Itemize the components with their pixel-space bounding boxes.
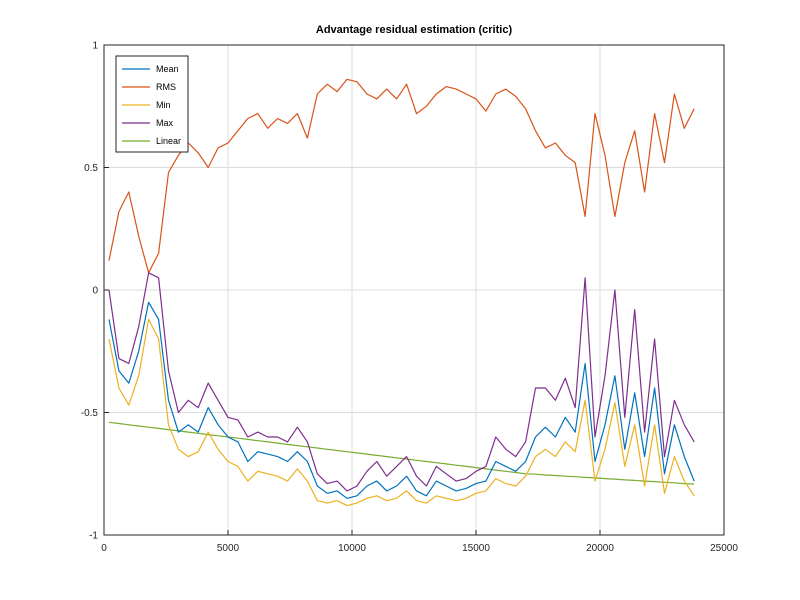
series-line-max	[108, 272, 695, 492]
legend-label-max: Max	[156, 118, 174, 128]
ticks: 0 5000 10000 15000 20000 25000 -1 -0.5 0 0.5 1	[81, 41, 739, 555]
series-layer	[108, 78, 695, 507]
y-tick-label: 0	[92, 286, 98, 297]
series-line-rms	[108, 78, 695, 274]
chart-title: Advantage residual estimation (critic)	[316, 24, 513, 36]
y-tick-label: -1	[89, 531, 98, 542]
legend: Mean RMS Min Max Linear	[115, 55, 189, 153]
x-tick-label: 25000	[710, 543, 738, 554]
x-tick-label: 5000	[217, 543, 240, 554]
legend-label-mean: Mean	[156, 64, 179, 74]
series-line-min	[108, 318, 695, 507]
legend-box	[115, 55, 189, 153]
grid	[104, 45, 724, 535]
legend-label-linear: Linear	[156, 136, 181, 146]
x-tick-label: 15000	[462, 543, 490, 554]
y-tick-label: 1	[92, 41, 98, 52]
y-tick-label: -0.5	[81, 408, 99, 419]
x-tick-label: 0	[101, 543, 107, 554]
legend-label-min: Min	[156, 100, 171, 110]
legend-label-rms: RMS	[156, 82, 176, 92]
y-tick-label: 0.5	[84, 163, 98, 174]
x-tick-label: 10000	[338, 543, 366, 554]
x-tick-label: 20000	[586, 543, 614, 554]
series-line-mean	[108, 301, 695, 499]
